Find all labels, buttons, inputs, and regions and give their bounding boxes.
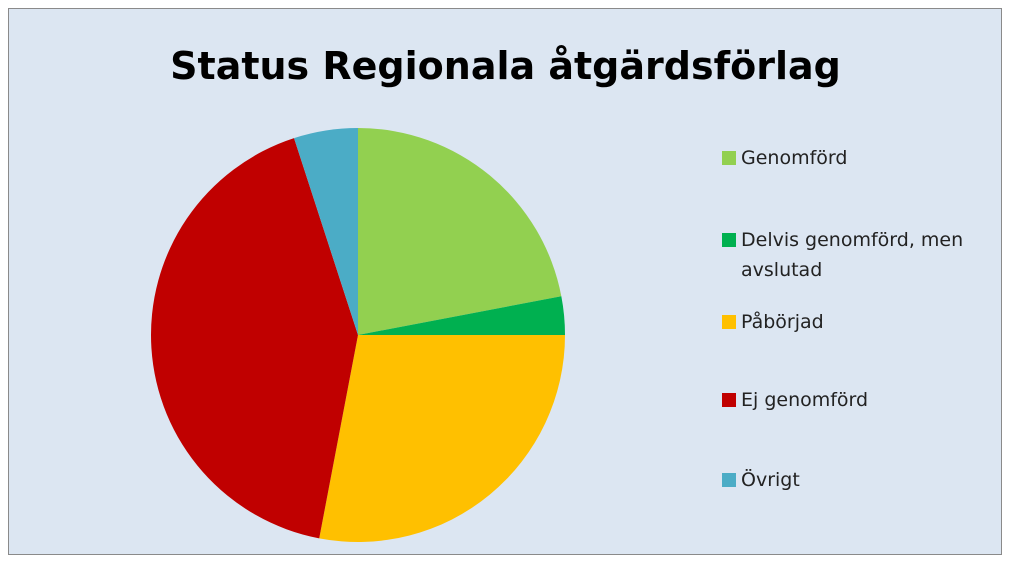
legend-label: Genomförd (741, 147, 848, 169)
pie-slice (319, 335, 565, 542)
legend-item: Delvis genomförd, men avslutad (722, 225, 1006, 285)
pie-slice (358, 128, 562, 335)
legend-label: Delvis genomförd, men avslutad (741, 229, 964, 281)
chart-title: Status Regionala åtgärdsförlag (170, 44, 841, 88)
legend-label: Övrigt (741, 469, 800, 491)
legend-label: Ej genomförd (741, 389, 869, 411)
legend-swatch (722, 233, 736, 247)
legend-swatch (722, 393, 736, 407)
legend-item: Genomförd (722, 143, 1006, 173)
legend-swatch (722, 151, 736, 165)
legend-label: Påbörjad (741, 311, 824, 333)
legend-item: Påbörjad (722, 307, 1006, 337)
legend-swatch (722, 315, 736, 329)
legend-item: Övrigt (722, 465, 1006, 495)
legend-swatch (722, 473, 736, 487)
pie-slice (358, 296, 565, 335)
pie-slice (294, 128, 358, 335)
legend-item: Ej genomförd (722, 385, 1006, 415)
pie-slice (151, 138, 358, 539)
